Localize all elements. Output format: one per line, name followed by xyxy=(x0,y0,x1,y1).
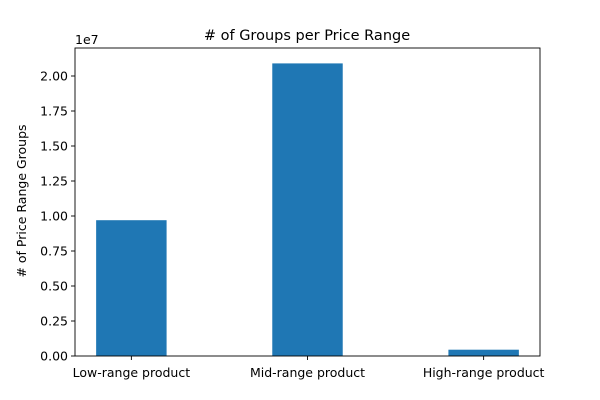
y-tick-label: 0.00 xyxy=(40,349,68,364)
y-tick-label: 1.75 xyxy=(40,104,68,119)
bar-high-range-product xyxy=(448,349,519,356)
x-tick-label: High-range product xyxy=(423,365,545,380)
plot-frame xyxy=(74,47,541,357)
y-tick-label: 2.00 xyxy=(40,69,68,84)
bar-mid-range-product xyxy=(272,63,343,357)
y-axis-label: # of Price Range Groups xyxy=(14,124,29,277)
y-tick-label: 1.50 xyxy=(40,139,68,154)
y-tick-label: 1.25 xyxy=(40,174,68,189)
y-axis-ticks: 0.00 0.25 0.50 0.75 1.00 1.25 1.50 1.75 2.00 xyxy=(40,69,75,364)
x-tick-label: Mid-range product xyxy=(250,365,365,380)
x-tick-label: Low-range product xyxy=(73,365,191,380)
y-tick-label: 1.00 xyxy=(40,209,68,224)
chart-title: # of Groups per Price Range xyxy=(204,28,410,44)
y-tick-label: 0.50 xyxy=(40,279,68,294)
bars-group xyxy=(96,63,519,357)
y-tick-label: 0.75 xyxy=(40,244,68,259)
x-axis-ticks: Low-range product Mid-range product High-r… xyxy=(73,356,545,380)
y-tick-label: 0.25 xyxy=(40,314,68,329)
bar-low-range-product xyxy=(96,220,167,356)
y-axis-offset-label: 1e7 xyxy=(75,32,99,47)
